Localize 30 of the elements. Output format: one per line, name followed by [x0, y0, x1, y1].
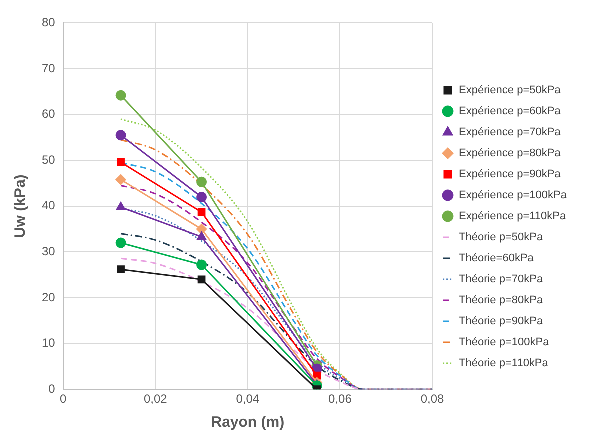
y-tick-label: 60 [42, 107, 56, 122]
legend-label: Théorie=60kPa [459, 252, 535, 265]
y-tick-label: 50 [42, 152, 56, 167]
legend-label: Théorie p=90kPa [459, 316, 544, 328]
y-tick-label: 80 [42, 16, 56, 30]
legend-label: Expérience p=80kPa [459, 148, 562, 160]
y-tick-label: 40 [42, 198, 56, 213]
x-tick-label: 0,06 [328, 392, 352, 406]
legend-label: Théorie p=70kPa [459, 274, 544, 286]
legend-label: Expérience p=110kPa [459, 210, 568, 223]
legend-label: Théorie p=80kPa [459, 294, 544, 307]
x-tick-label: 0 [60, 392, 68, 406]
legend-label: Théorie p=50kPa [459, 232, 544, 244]
legend-label: Théorie p=110kPa [459, 358, 550, 370]
y-tick-label: 20 [42, 290, 56, 304]
legend-label: Expérience p=90kPa [459, 168, 562, 181]
x-tick-label: 0,04 [236, 392, 260, 406]
legend-label: Expérience p=100kPa [459, 190, 568, 202]
legend-label: Expérience p=70kPa [459, 126, 562, 139]
y-tick-label: 0 [48, 382, 56, 396]
y-tick-label: 70 [42, 61, 56, 76]
x-axis-title: Rayon (m) [211, 414, 285, 432]
x-tick-label: 0,08 [420, 392, 444, 406]
legend-label: Théorie p=100kPa [459, 336, 550, 349]
legend-label: Expérience p=50kPa [459, 84, 562, 97]
y-axis-title: Uw (kPa) [12, 174, 30, 238]
y-tick-label: 30 [42, 244, 56, 259]
legend-label: Expérience p=60kPa [459, 106, 562, 118]
x-tick-label: 0,02 [144, 392, 168, 406]
y-tick-label: 10 [42, 336, 56, 350]
